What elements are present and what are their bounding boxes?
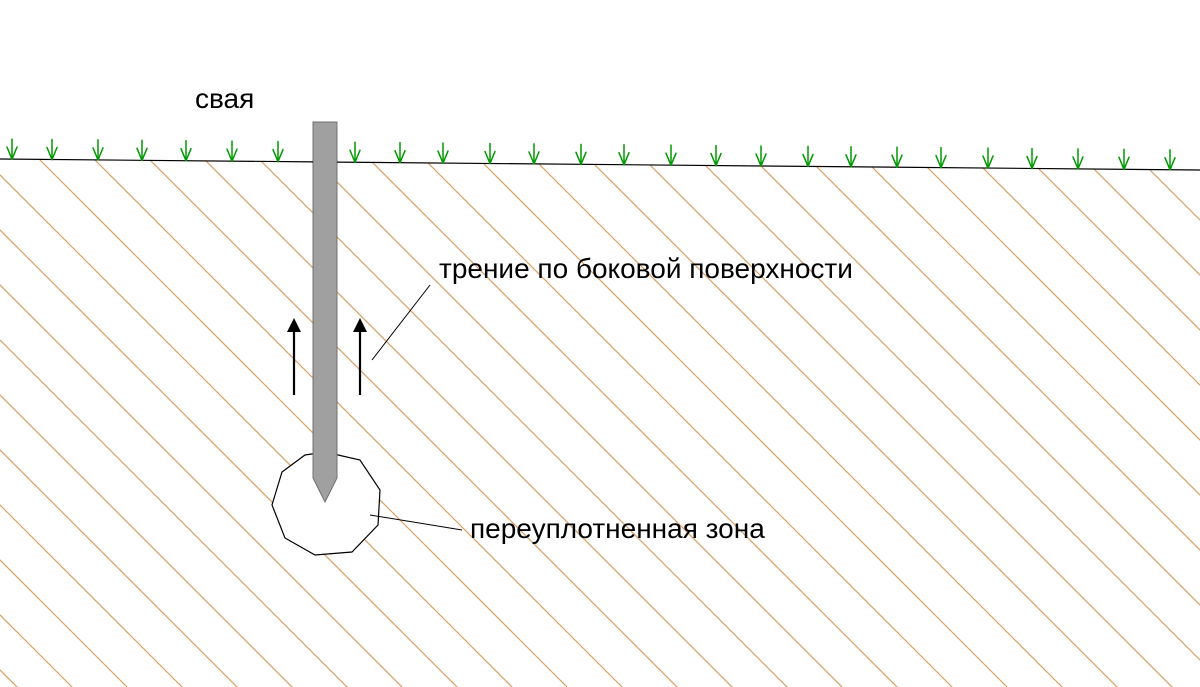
soil-hatch — [0, 0, 1200, 687]
ground-line — [0, 159, 1200, 170]
leader-lines — [370, 285, 462, 530]
grass — [7, 139, 1175, 170]
pile-diagram: свая трение по боковой поверхности переу… — [0, 0, 1200, 687]
label-zone: переуплотненная зона — [470, 513, 765, 544]
label-pile: свая — [195, 83, 254, 114]
label-friction: трение по боковой поверхности — [439, 253, 853, 284]
pile-shape — [313, 122, 337, 502]
